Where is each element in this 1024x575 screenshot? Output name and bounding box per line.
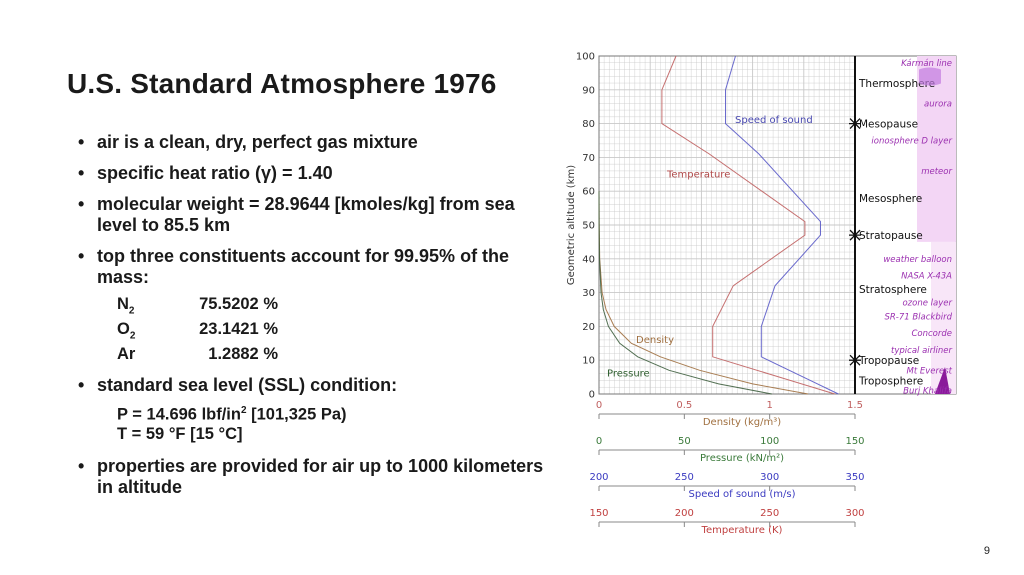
layer-label: Stratosphere <box>859 284 927 296</box>
constituent-row: Ar 1.2882 % <box>117 344 548 369</box>
x-tick-label: 150 <box>845 436 864 447</box>
layer-label: Tropopause <box>858 355 919 367</box>
bullet-item: air is a clean, dry, perfect gas mixture <box>78 132 548 153</box>
y-tick-label: 60 <box>582 187 595 198</box>
x-tick-label: 150 <box>589 508 608 519</box>
x-tick-label: 100 <box>760 436 779 447</box>
annotation-label: NASA X-43A <box>901 272 952 282</box>
bullet-item: standard sea level (SSL) condition: <box>78 375 548 396</box>
constituent-value: 1.2882 % <box>208 345 278 363</box>
x-axis-label: Speed of sound (m/s) <box>689 489 796 500</box>
page-number: 9 <box>983 545 990 557</box>
x-tick-label: 0 <box>596 400 602 411</box>
y-axis-label: Geometric altitude (km) <box>566 165 577 285</box>
constituent-row: O2 23.1421 % <box>117 319 548 344</box>
y-tick-label: 0 <box>589 390 595 401</box>
annotation-label: Concorde <box>911 329 952 339</box>
slide-title: U.S. Standard Atmosphere 1976 <box>67 68 497 99</box>
bullet-list: air is a clean, dry, perfect gas mixture… <box>78 132 548 508</box>
bullet-item: properties are provided for air up to 10… <box>78 456 548 498</box>
annotation-label: ionosphere D layer <box>871 137 952 147</box>
y-tick-label: 80 <box>582 119 595 130</box>
ssl-conditions: P = 14.696 lbf/in2 [101,325 Pa) T = 59 °… <box>117 400 548 448</box>
boundary-marker <box>849 118 861 130</box>
constituent-row: N2 75.5202 % <box>117 294 548 319</box>
annotation-label: Burj Khalifa <box>903 387 952 397</box>
series-label: Temperature <box>666 169 730 180</box>
constituent-symbol: Ar <box>117 345 136 363</box>
constituent-value: 23.1421 % <box>199 320 278 338</box>
y-tick-label: 30 <box>582 288 595 299</box>
series-line-temperature <box>661 55 835 395</box>
layer-label: Mesosphere <box>859 193 922 205</box>
layer-label: Stratopause <box>859 230 923 242</box>
x-tick-label: 350 <box>845 472 864 483</box>
annotation-label: weather balloon <box>883 255 952 265</box>
x-axis-label: Temperature (K) <box>701 525 783 536</box>
layer-label: Troposphere <box>858 375 923 387</box>
series-label: Pressure <box>607 369 650 380</box>
annotation-label: typical airliner <box>891 346 952 356</box>
x-tick-label: 250 <box>675 472 694 483</box>
ssl-pressure: P = 14.696 lbf/in2 [101,325 Pa) <box>117 405 347 424</box>
annotation-label: SR-71 Blackbird <box>884 312 952 322</box>
atmosphere-shading <box>917 56 956 242</box>
x-axis-label: Pressure (kN/m²) <box>700 453 784 464</box>
constituent-symbol: N2 <box>117 295 135 317</box>
series-label: Density <box>636 335 674 346</box>
annotation-label: ozone layer <box>902 299 952 309</box>
x-tick-label: 300 <box>760 472 779 483</box>
layer-label: Thermosphere <box>858 78 935 90</box>
annotation-label: meteor <box>921 167 952 177</box>
x-axis-label: Density (kg/m³) <box>703 417 781 428</box>
y-tick-label: 40 <box>582 254 595 265</box>
ssl-temperature: T = 59 °F [15 °C] <box>117 425 243 443</box>
constituent-list: N2 75.5202 % O2 23.1421 % Ar 1.2882 % <box>117 294 548 369</box>
annotation-label: aurora <box>924 99 952 109</box>
y-tick-label: 20 <box>582 322 595 333</box>
constituent-symbol: O2 <box>117 320 136 342</box>
aurora-graphic <box>919 67 941 86</box>
layer-label: Mesopause <box>859 119 918 131</box>
y-tick-label: 90 <box>582 85 595 96</box>
x-tick-label: 300 <box>845 508 864 519</box>
series-line-speed-of-sound <box>725 55 839 395</box>
series-label: Speed of sound <box>735 115 813 126</box>
series-line-pressure <box>598 191 772 395</box>
annotation-label: Mt Everest <box>907 366 953 376</box>
annotation-label: Kármán line <box>901 59 952 69</box>
constituent-value: 75.5202 % <box>199 295 278 313</box>
y-tick-label: 10 <box>582 356 595 367</box>
x-tick-label: 200 <box>675 508 694 519</box>
x-tick-label: 250 <box>760 508 779 519</box>
boundary-marker <box>849 229 861 241</box>
x-tick-label: 1 <box>766 400 772 411</box>
y-tick-label: 100 <box>576 52 595 63</box>
bullet-item: top three constituents account for 99.95… <box>78 246 548 288</box>
x-tick-label: 50 <box>678 436 691 447</box>
y-tick-label: 70 <box>582 153 595 164</box>
x-tick-label: 0 <box>596 436 602 447</box>
x-tick-label: 200 <box>589 472 608 483</box>
y-tick-label: 50 <box>582 221 595 232</box>
bullet-item: specific heat ratio (γ) = 1.40 <box>78 163 548 184</box>
boundary-marker <box>849 354 861 366</box>
x-tick-label: 0.5 <box>676 400 692 411</box>
x-tick-label: 1.5 <box>847 400 863 411</box>
atmosphere-shading <box>931 241 956 394</box>
bullet-item: molecular weight = 28.9644 [kmoles/kg] f… <box>78 194 548 236</box>
mountain-graphic <box>935 366 950 394</box>
